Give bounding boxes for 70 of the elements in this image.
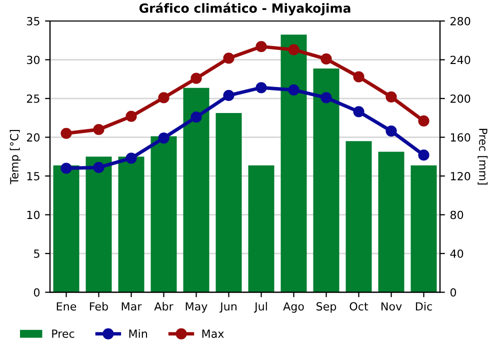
legend-label: Max bbox=[202, 330, 224, 338]
point bbox=[418, 150, 430, 161]
y-tick-label: 0 bbox=[34, 288, 40, 297]
x-tick-label: Abr bbox=[154, 302, 174, 311]
bar bbox=[53, 165, 80, 292]
bar bbox=[216, 113, 242, 292]
point bbox=[93, 162, 104, 174]
x-tick-label: May bbox=[186, 302, 208, 313]
point bbox=[288, 84, 300, 96]
y-tick-label: 20 bbox=[26, 133, 40, 142]
x-tick-label: Mar bbox=[122, 302, 142, 311]
x-tick-label: Jun bbox=[219, 302, 236, 313]
y2-tick-label: 280 bbox=[450, 16, 470, 26]
point bbox=[256, 82, 267, 94]
bar bbox=[183, 88, 210, 292]
x-tick-label: Dic bbox=[416, 302, 432, 311]
x-tick-label: Ene bbox=[56, 302, 76, 311]
bar bbox=[248, 165, 274, 292]
bar bbox=[118, 156, 144, 292]
point bbox=[386, 91, 397, 103]
y-tick-label: 5 bbox=[34, 250, 40, 258]
x-tick-label: Feb bbox=[90, 302, 108, 311]
bar bbox=[410, 165, 437, 292]
bar bbox=[378, 152, 404, 292]
x-tick-label: Oct bbox=[350, 302, 368, 311]
point bbox=[386, 125, 397, 137]
y2-tick-label: 200 bbox=[450, 94, 470, 103]
point bbox=[158, 132, 170, 144]
y-tick-label: 10 bbox=[27, 210, 40, 220]
x-tick-label: Ago bbox=[283, 302, 304, 313]
point bbox=[320, 92, 332, 104]
point bbox=[223, 52, 234, 64]
y2-tick-label: 40 bbox=[450, 249, 464, 258]
x-tick-label: Jul bbox=[254, 302, 267, 313]
y-axis-title: Temp [°C] bbox=[10, 130, 21, 184]
y2-tick-label: 0 bbox=[450, 288, 456, 297]
y2-tick-label: 120 bbox=[450, 172, 470, 180]
point bbox=[126, 152, 137, 164]
point bbox=[256, 41, 267, 52]
legend-label: Min bbox=[129, 329, 147, 338]
point bbox=[190, 112, 202, 123]
point bbox=[158, 92, 170, 104]
point bbox=[223, 90, 234, 101]
point bbox=[288, 44, 300, 56]
legend-label: Prec bbox=[52, 330, 74, 338]
point bbox=[60, 128, 72, 139]
point bbox=[320, 53, 332, 65]
y2-tick-label: 160 bbox=[450, 133, 470, 142]
bar bbox=[280, 34, 307, 292]
y-tick-label: 15 bbox=[27, 172, 40, 180]
point bbox=[353, 106, 364, 118]
bar bbox=[313, 68, 340, 292]
point bbox=[418, 115, 430, 127]
y-tick-label: 25 bbox=[26, 94, 40, 103]
chart-title: Gráfico climático - Miyakojima bbox=[139, 2, 350, 16]
y-tick-label: 35 bbox=[26, 16, 40, 26]
point bbox=[60, 162, 72, 174]
bar bbox=[346, 141, 372, 292]
point bbox=[126, 110, 137, 122]
point bbox=[353, 71, 364, 82]
point bbox=[190, 72, 202, 84]
bar bbox=[150, 136, 177, 292]
y2-tick-label: 240 bbox=[450, 56, 470, 64]
y-tick-label: 30 bbox=[26, 56, 40, 64]
bar bbox=[86, 156, 112, 292]
y2-tick-label: 80 bbox=[450, 210, 464, 220]
x-tick-label: Nov bbox=[381, 302, 402, 311]
y2-axis-title: Prec [mm] bbox=[478, 128, 488, 184]
x-tick-label: Sep bbox=[316, 302, 336, 313]
point bbox=[93, 124, 104, 136]
